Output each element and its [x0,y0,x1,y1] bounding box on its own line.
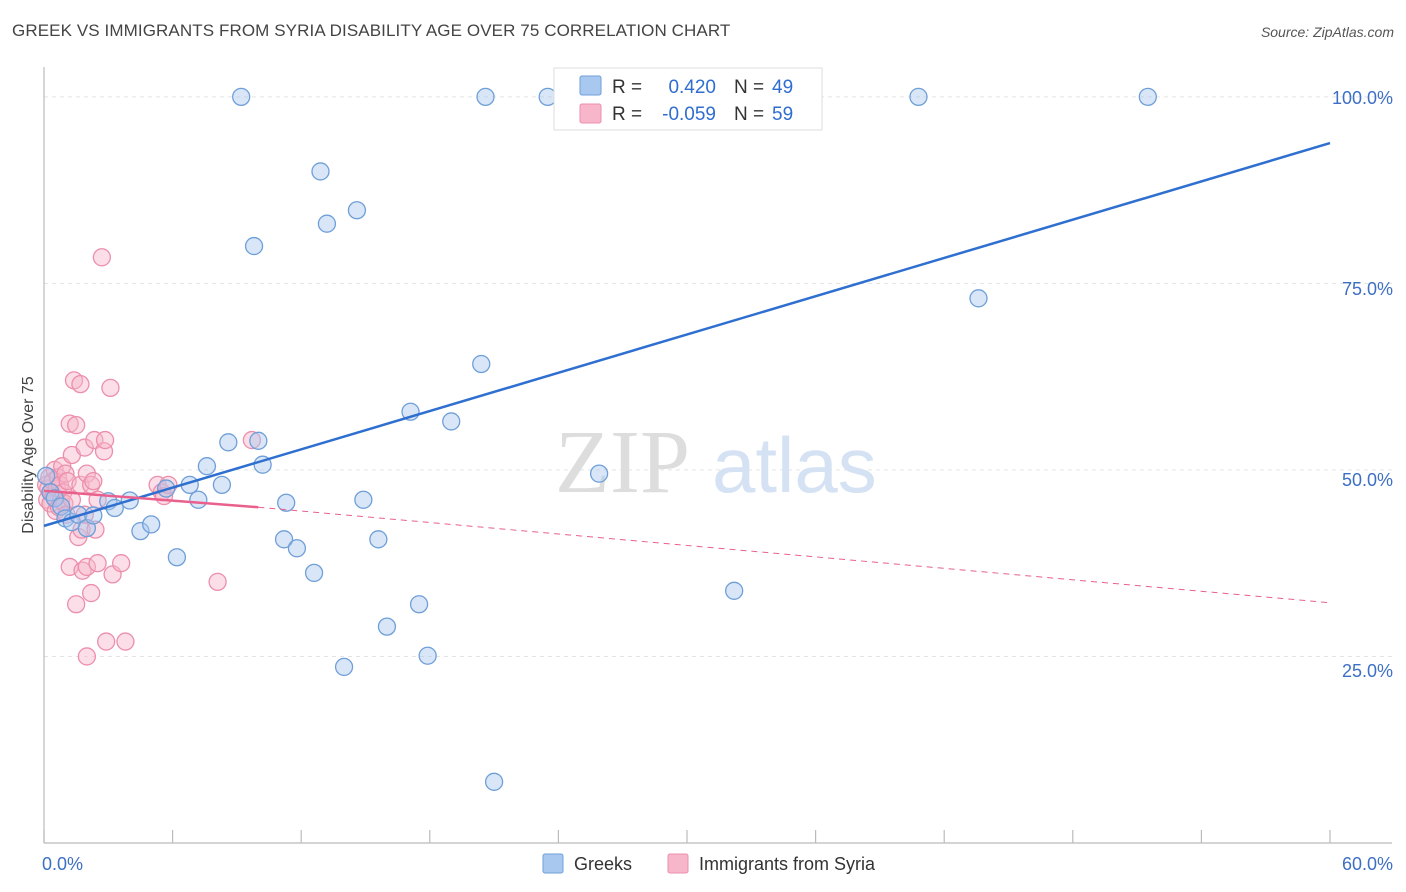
greeks-point [969,289,988,308]
syria-point [208,572,227,591]
greeks-point [472,354,491,374]
syria-point [75,438,94,457]
syria-point [95,430,115,450]
bottom-legend-greeks-label: Greeks [574,854,632,874]
bottom-legend-greeks-swatch [542,853,564,874]
syria-point [67,595,86,614]
greeks-point [131,521,150,541]
greeks-point [1138,87,1157,106]
greeks-point [197,457,217,476]
greeks-point [277,493,296,512]
x-tick-label-min: 0.0% [42,854,83,874]
greeks-point [304,563,324,583]
x-tick-label-max: 60.0% [1342,854,1393,874]
syria-n-value: 59 [772,104,793,125]
gridlines [44,96,1392,657]
greeks-point [377,617,397,636]
greeks-point [354,490,373,509]
bottom-legend-syria-label: Immigrants from Syria [699,854,876,874]
syria-trend-line [43,489,259,509]
syria-point [71,374,90,394]
watermark-atlas: atlas [712,421,877,509]
syria-point [60,414,79,433]
greeks-r-value: 0.420 [668,77,716,98]
bottom-legend-syria-swatch [667,853,689,874]
greeks-point [212,475,232,494]
y-tick-label-100: 100.0% [1332,88,1393,108]
syria-legend-swatch [579,103,602,124]
greeks-point [51,497,71,516]
greeks-point [476,87,495,106]
syria-r-value: -0.059 [662,104,716,125]
greeks-r-label: R = [612,77,642,98]
greeks-point [725,581,744,600]
syria-point [242,430,262,450]
bottom-legend: Greeks Immigrants from Syria [542,853,876,874]
greeks-point [442,412,461,431]
greeks-point [287,539,307,558]
greeks-point [409,595,429,614]
greeks-point [347,201,367,220]
syria-point [82,583,101,603]
greeks-point [334,657,354,677]
chart-title: GREEK VS IMMIGRANTS FROM SYRIA DISABILIT… [12,21,731,40]
greeks-point [274,530,294,549]
syria-r-label: R = [612,104,642,125]
syria-trend-line-dashed [258,506,1331,604]
stats-legend: R = 0.420 N = 49 R = -0.059 N = 59 [553,67,823,131]
greeks-point [189,490,208,509]
syria-point [77,557,97,577]
greeks-n-label: N = [734,77,764,98]
greeks-point [232,87,251,106]
greeks-point [142,515,161,534]
greeks-n-value: 49 [772,77,793,98]
watermark-zip: ZIP [555,413,690,512]
y-tick-label-75: 75.0% [1342,279,1393,299]
syria-point [84,471,103,491]
greeks-point [249,431,268,450]
trend-lines [43,141,1331,604]
greeks-point [244,236,264,256]
y-axis-label: Disability Age Over 75 [20,376,37,534]
y-tick-label-50: 50.0% [1342,470,1393,490]
greeks-legend-swatch [579,75,602,96]
greeks-point [909,87,928,106]
syria-point [97,632,116,651]
syria-point [101,378,120,397]
greeks-point [317,214,337,233]
syria-point [77,464,97,483]
syria-point [116,632,135,651]
syria-n-label: N = [734,104,764,125]
greeks-point [219,433,238,452]
greeks-point [369,530,388,549]
greeks-point [484,772,504,791]
syria-point [112,554,131,573]
greeks-point [589,464,609,483]
syria-point [67,416,86,435]
x-axis-ticks [43,830,1331,843]
syria-point [77,647,97,666]
greeks-trend-line [43,141,1331,528]
greeks-point [36,466,56,486]
greeks-point [311,162,330,181]
greeks-point [418,646,437,665]
y-tick-label-25: 25.0% [1342,661,1393,681]
greeks-point [167,548,187,567]
source-label: Source: ZipAtlas.com [1260,24,1394,40]
syria-point [88,554,107,573]
syria-points [36,248,262,666]
syria-point [92,248,112,267]
syria-point [56,464,75,483]
